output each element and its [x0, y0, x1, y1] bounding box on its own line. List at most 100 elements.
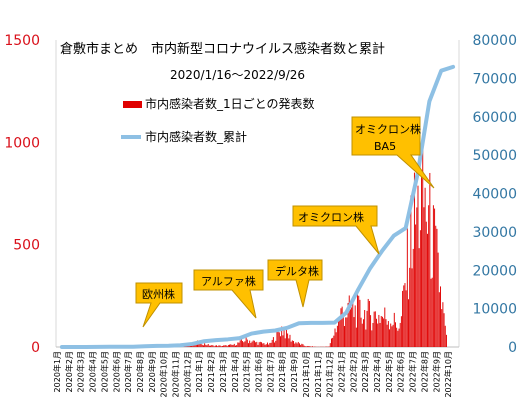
daily-case-bar — [412, 248, 414, 347]
daily-case-bar — [421, 172, 423, 347]
daily-case-bar — [281, 326, 283, 347]
x-tick-label: 2020年7月 — [123, 351, 133, 392]
x-tick-label: 2021年11月 — [313, 351, 323, 398]
daily-case-bar — [400, 316, 402, 347]
daily-case-bar — [399, 322, 401, 347]
daily-case-bar — [330, 338, 332, 347]
daily-case-bar — [275, 340, 277, 347]
right-tick-label: 70000 — [472, 71, 517, 87]
daily-case-bar — [312, 346, 313, 347]
daily-case-bar — [207, 343, 209, 347]
daily-case-bar — [362, 319, 364, 347]
daily-case-bar — [199, 341, 201, 347]
daily-case-bar — [250, 342, 252, 347]
daily-case-bar — [360, 317, 362, 347]
daily-case-bar — [329, 343, 331, 347]
daily-case-bar — [394, 322, 396, 347]
daily-case-bar — [217, 346, 219, 347]
x-tick-label: 2022年5月 — [384, 351, 394, 392]
daily-case-bar — [248, 343, 249, 347]
daily-case-bar — [427, 233, 428, 347]
callout-ba5-strain-label: オミクロン株 — [355, 122, 421, 136]
daily-case-bar — [345, 317, 347, 347]
daily-case-bar — [302, 344, 304, 347]
daily-case-bar — [293, 341, 295, 347]
daily-case-bar — [341, 306, 343, 347]
daily-case-bar — [393, 312, 395, 347]
daily-case-bar — [295, 342, 297, 347]
daily-case-bar — [416, 207, 418, 347]
daily-case-bar — [308, 346, 310, 347]
daily-case-bar — [213, 346, 215, 347]
daily-case-bar — [212, 345, 214, 347]
callout-delta-strain: デルタ株 — [267, 259, 323, 308]
daily-case-bar — [444, 325, 446, 347]
daily-case-bar — [271, 339, 273, 347]
daily-case-bar — [432, 205, 434, 347]
daily-case-bar — [266, 342, 268, 347]
daily-case-bar — [390, 323, 392, 347]
callout-european-strain: 欧州株 — [135, 282, 183, 328]
daily-case-bar — [218, 345, 220, 347]
daily-case-bar — [396, 327, 398, 347]
daily-case-bar — [304, 346, 306, 347]
daily-case-bar — [413, 172, 415, 347]
daily-case-bar — [372, 322, 374, 347]
daily-case-bar — [263, 343, 265, 347]
daily-case-bar — [301, 343, 303, 347]
right-tick-label: 60000 — [472, 110, 517, 126]
daily-case-bar — [238, 342, 240, 347]
daily-case-bar — [332, 337, 334, 347]
daily-case-bar — [256, 341, 258, 347]
x-tick-label: 2020年5月 — [99, 351, 109, 392]
daily-case-bar — [377, 323, 379, 347]
daily-case-bar — [298, 343, 300, 347]
daily-case-bar — [198, 343, 200, 347]
daily-case-bar — [440, 286, 441, 347]
daily-case-bar — [232, 344, 234, 347]
daily-case-bar — [405, 290, 407, 347]
x-tick-label: 2020年8月 — [135, 351, 145, 392]
daily-case-bar — [216, 345, 217, 347]
daily-case-bar — [270, 342, 272, 347]
daily-case-bar — [277, 330, 279, 347]
daily-case-bar — [240, 339, 242, 347]
right-tick-label: 80000 — [472, 33, 517, 49]
x-axis-ticks: 2020年1月 2020年2月 2020年3月 2020年4月 2020年5月 2020年… — [52, 351, 453, 398]
daily-case-bar — [367, 298, 369, 347]
daily-case-bar — [376, 318, 377, 347]
cumulative-line — [59, 64, 456, 349]
x-tick-label: 2022年9月 — [431, 351, 441, 392]
x-tick-label: 2021年6月 — [254, 351, 264, 392]
daily-case-bar — [385, 319, 387, 347]
daily-case-bar — [418, 248, 420, 347]
daily-case-bar — [264, 344, 266, 347]
daily-case-bar — [230, 344, 232, 347]
daily-case-bar — [352, 300, 354, 347]
daily-case-bar — [303, 345, 305, 347]
daily-case-bar — [410, 195, 412, 347]
x-tick-label: 2022年7月 — [408, 351, 418, 392]
x-tick-label: 2021年7月 — [265, 351, 275, 392]
daily-case-bar — [438, 292, 440, 347]
callout-ba5-strain: オミクロン株 BA5 — [351, 116, 435, 189]
daily-case-bar — [195, 343, 197, 347]
daily-case-bar — [290, 341, 292, 347]
daily-case-bar — [379, 322, 381, 347]
daily-case-bar — [386, 324, 388, 347]
daily-case-bar — [431, 277, 433, 347]
legend-line-label: 市内感染者数_累計 — [145, 129, 247, 144]
x-tick-label: 2021年9月 — [289, 351, 299, 392]
x-tick-label: 2021年4月 — [230, 351, 240, 392]
left-tick-label: 0 — [31, 340, 40, 356]
daily-case-bar — [389, 329, 391, 347]
daily-case-bar — [344, 326, 345, 347]
daily-case-bar — [348, 295, 350, 347]
x-tick-label: 2020年4月 — [88, 351, 98, 392]
daily-case-bar — [354, 305, 356, 347]
daily-case-bar — [365, 329, 367, 347]
daily-case-bar — [342, 313, 344, 347]
daily-case-bar — [380, 316, 382, 347]
daily-case-bar — [309, 346, 311, 347]
daily-case-bar — [233, 343, 235, 347]
